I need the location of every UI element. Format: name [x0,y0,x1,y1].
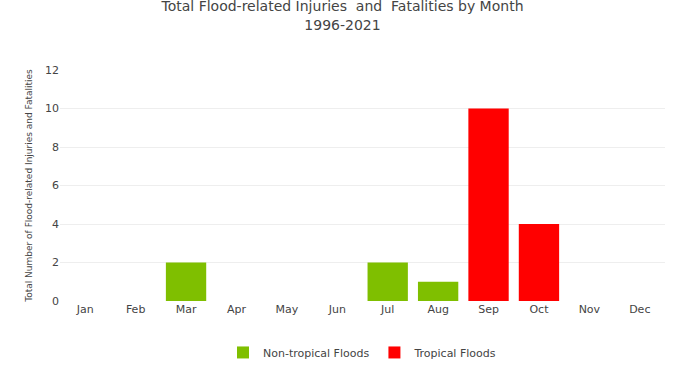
svg-text:Jul: Jul [380,303,394,316]
svg-text:Total Flood-related Injuries: Total Flood-related Injuries and Fatalit… [160,0,523,33]
svg-text:6: 6 [52,179,59,192]
svg-text:Apr: Apr [227,303,247,316]
svg-text:Feb: Feb [126,303,145,316]
svg-text:Tropical Floods: Tropical Floods [413,347,495,360]
svg-text:Jun: Jun [328,303,346,316]
svg-text:8: 8 [52,141,59,154]
svg-text:Mar: Mar [176,303,197,316]
svg-text:Total Number of Flood-related: Total Number of Flood-related Injuries a… [24,69,34,303]
svg-text:Aug: Aug [427,303,448,316]
svg-text:4: 4 [52,218,59,231]
svg-text:Non-tropical Floods: Non-tropical Floods [263,347,369,360]
svg-text:12: 12 [45,64,59,77]
svg-text:May: May [276,303,299,316]
svg-text:Sep: Sep [478,303,499,316]
svg-text:Dec: Dec [629,303,650,316]
svg-text:2: 2 [52,256,59,269]
svg-text:Jan: Jan [76,303,94,316]
svg-text:0: 0 [52,295,59,308]
svg-text:Oct: Oct [529,303,549,316]
svg-text:Nov: Nov [579,303,601,316]
svg-text:10: 10 [45,102,59,115]
